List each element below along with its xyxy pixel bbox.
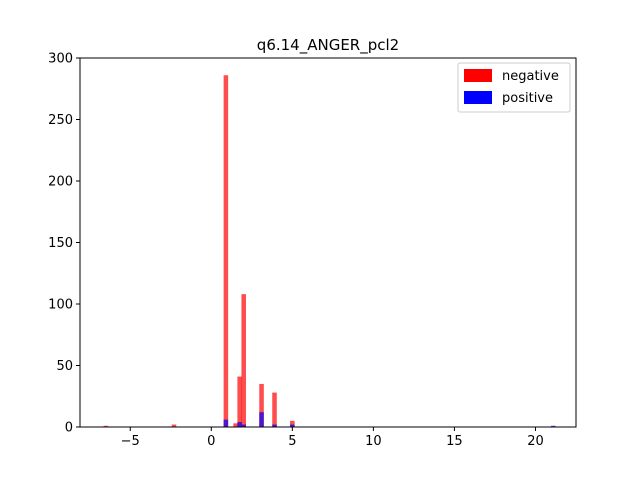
bar-positive-1	[237, 422, 242, 427]
bar-negative-4	[237, 376, 242, 427]
y-tick-label: 300	[48, 52, 73, 67]
legend-label-positive: positive	[502, 91, 553, 106]
bar-negative-8	[290, 420, 295, 427]
x-tick-label: −5	[121, 434, 140, 449]
bar-positive-4	[272, 424, 277, 427]
y-tick-label: 200	[48, 175, 73, 190]
bar-positive-2	[241, 424, 246, 427]
bar-positive-3	[259, 412, 264, 427]
y-tick-label: 250	[48, 113, 73, 128]
legend: negative positive	[457, 62, 571, 113]
bars-group	[103, 75, 556, 427]
y-tick-label: 150	[48, 236, 73, 251]
bar-positive-0	[223, 419, 229, 427]
chart-title: q6.14_ANGER_pcl2	[257, 36, 399, 55]
x-tick-label: 15	[446, 434, 463, 449]
x-tick-label: 5	[288, 434, 296, 449]
bar-negative-0	[103, 425, 109, 427]
x-tick-label: 0	[207, 434, 215, 449]
bar-negative-2	[223, 75, 229, 427]
bar-positive-6	[551, 425, 556, 427]
x-tick-label: 10	[365, 434, 382, 449]
bar-positive-5	[290, 424, 295, 427]
legend-label-negative: negative	[502, 69, 559, 84]
y-axis: 0 50 100 150 200 250 300	[48, 52, 80, 436]
bar-negative-7	[272, 392, 277, 427]
legend-swatch-negative	[464, 69, 492, 82]
legend-swatch-positive	[464, 91, 492, 104]
bar-negative-1	[171, 424, 177, 427]
bar-negative-3	[233, 423, 238, 427]
bar-negative-6	[259, 383, 264, 427]
y-tick-label: 0	[65, 421, 73, 436]
y-tick-label: 100	[48, 298, 73, 313]
y-tick-label: 50	[56, 359, 73, 374]
x-tick-label: 20	[527, 434, 544, 449]
x-axis: −5 0 5 10 15 20	[121, 427, 544, 449]
bar-negative-5	[241, 294, 246, 427]
